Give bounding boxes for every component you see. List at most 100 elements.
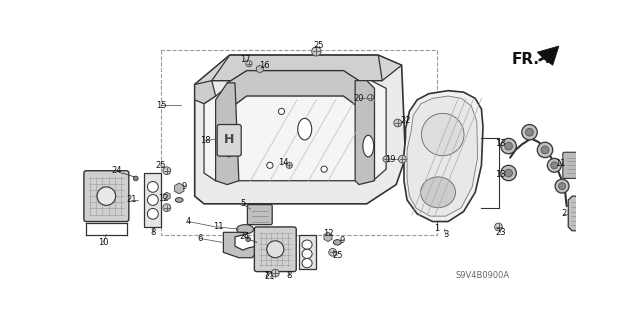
Circle shape xyxy=(97,187,116,205)
Ellipse shape xyxy=(421,113,464,156)
Text: 12: 12 xyxy=(323,229,333,238)
Circle shape xyxy=(525,128,533,136)
Text: 19: 19 xyxy=(385,155,396,164)
Ellipse shape xyxy=(302,240,312,249)
Text: 18: 18 xyxy=(200,136,211,145)
Circle shape xyxy=(286,162,292,168)
Text: 8: 8 xyxy=(150,228,156,237)
Polygon shape xyxy=(195,55,402,94)
Circle shape xyxy=(505,169,513,177)
Ellipse shape xyxy=(147,182,158,192)
Ellipse shape xyxy=(147,208,158,219)
Text: 21: 21 xyxy=(126,196,136,204)
Text: 24: 24 xyxy=(111,166,122,175)
Text: 12: 12 xyxy=(159,194,169,203)
Ellipse shape xyxy=(420,177,456,208)
Ellipse shape xyxy=(298,118,312,140)
Ellipse shape xyxy=(223,135,234,157)
Polygon shape xyxy=(163,192,170,200)
Text: 15: 15 xyxy=(156,101,166,110)
Text: FR.: FR. xyxy=(511,52,540,67)
Circle shape xyxy=(495,223,502,231)
Circle shape xyxy=(505,142,513,150)
Text: 14: 14 xyxy=(278,158,289,167)
Polygon shape xyxy=(212,55,382,81)
Circle shape xyxy=(134,176,138,181)
Circle shape xyxy=(246,237,250,241)
FancyBboxPatch shape xyxy=(84,171,129,221)
Text: 9: 9 xyxy=(181,182,186,191)
Ellipse shape xyxy=(147,195,158,205)
Text: 20: 20 xyxy=(354,94,364,103)
Polygon shape xyxy=(145,173,161,227)
Circle shape xyxy=(267,162,273,168)
Polygon shape xyxy=(223,232,257,258)
Text: 13: 13 xyxy=(495,170,506,179)
Circle shape xyxy=(501,138,516,154)
Polygon shape xyxy=(355,81,374,185)
Circle shape xyxy=(522,124,537,140)
Text: 7: 7 xyxy=(263,271,269,280)
Ellipse shape xyxy=(363,135,374,157)
Circle shape xyxy=(367,94,374,101)
Ellipse shape xyxy=(302,249,312,258)
Circle shape xyxy=(551,162,558,169)
Text: 24: 24 xyxy=(239,232,250,241)
Text: 17: 17 xyxy=(240,55,250,64)
Polygon shape xyxy=(298,235,316,269)
Circle shape xyxy=(329,249,337,256)
Circle shape xyxy=(537,142,553,158)
Circle shape xyxy=(312,47,321,56)
Circle shape xyxy=(555,179,569,193)
Text: 5: 5 xyxy=(240,199,245,208)
Circle shape xyxy=(321,166,327,172)
Polygon shape xyxy=(175,183,184,194)
Polygon shape xyxy=(195,81,216,104)
Ellipse shape xyxy=(333,240,341,245)
Ellipse shape xyxy=(237,225,253,234)
Polygon shape xyxy=(216,83,239,185)
Circle shape xyxy=(383,156,389,162)
Text: S9V4B0900A: S9V4B0900A xyxy=(456,271,510,280)
Circle shape xyxy=(501,165,516,181)
Text: 25: 25 xyxy=(332,251,342,260)
Text: 4: 4 xyxy=(186,217,191,226)
Polygon shape xyxy=(324,232,332,241)
FancyBboxPatch shape xyxy=(248,204,272,225)
Circle shape xyxy=(399,155,406,163)
Polygon shape xyxy=(537,46,559,65)
Polygon shape xyxy=(257,65,263,73)
Text: 3: 3 xyxy=(443,230,449,239)
Circle shape xyxy=(163,204,171,211)
Polygon shape xyxy=(204,78,386,181)
Text: 11: 11 xyxy=(212,222,223,231)
Text: 2: 2 xyxy=(562,209,567,218)
Polygon shape xyxy=(195,55,406,204)
Polygon shape xyxy=(227,70,359,108)
Text: 13: 13 xyxy=(495,139,506,148)
Circle shape xyxy=(267,241,284,258)
Text: 25: 25 xyxy=(314,41,324,50)
Circle shape xyxy=(278,108,285,115)
Circle shape xyxy=(271,269,279,277)
Text: 9: 9 xyxy=(339,235,344,245)
Text: H: H xyxy=(223,133,234,146)
Text: 16: 16 xyxy=(259,61,270,70)
Text: 25: 25 xyxy=(156,161,166,170)
Circle shape xyxy=(394,119,402,127)
Text: 1: 1 xyxy=(434,224,439,233)
Polygon shape xyxy=(404,91,483,221)
Text: 8: 8 xyxy=(287,271,292,280)
Text: 21: 21 xyxy=(264,272,275,281)
Circle shape xyxy=(163,167,171,174)
Polygon shape xyxy=(568,196,582,231)
FancyBboxPatch shape xyxy=(254,227,296,271)
Circle shape xyxy=(541,146,549,154)
Text: 23: 23 xyxy=(495,228,506,237)
Circle shape xyxy=(246,61,252,67)
Polygon shape xyxy=(407,96,477,216)
Text: 10: 10 xyxy=(98,238,109,247)
Text: 11: 11 xyxy=(556,159,566,168)
Circle shape xyxy=(547,159,561,172)
Ellipse shape xyxy=(175,198,183,202)
